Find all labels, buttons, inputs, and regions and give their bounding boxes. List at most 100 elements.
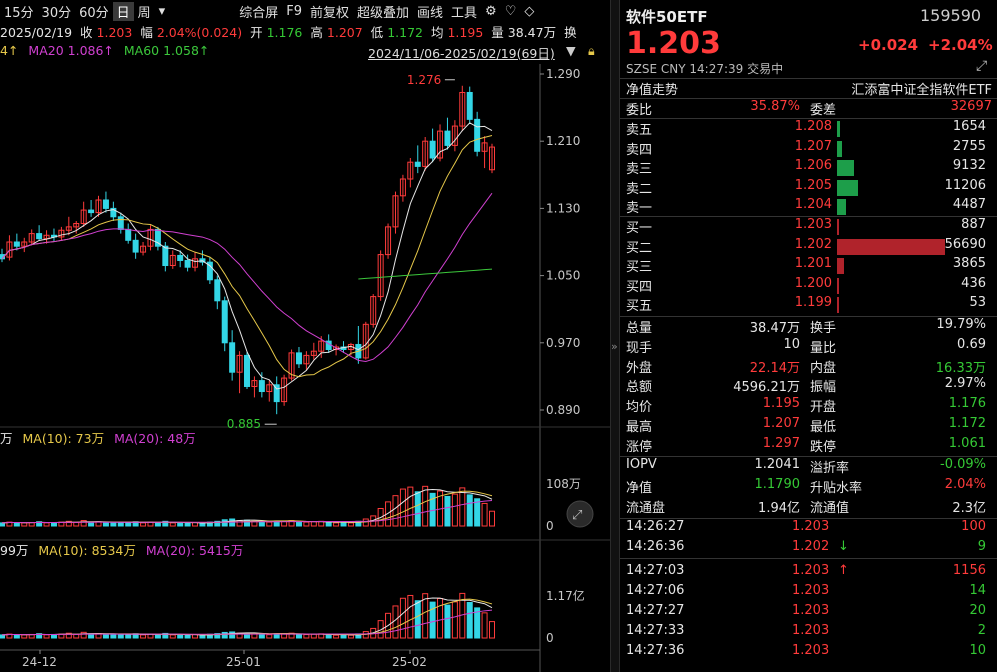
low-value: 1.172 — [387, 25, 423, 40]
close-label: 收 — [80, 25, 93, 40]
btn-forward-adjust[interactable]: 前复权 — [309, 5, 349, 21]
tab-15min[interactable]: 15分 — [4, 5, 34, 21]
amount-bar — [214, 633, 221, 639]
nav-trend-link[interactable]: 净值走势 — [626, 83, 679, 98]
ma60-line — [358, 268, 493, 280]
volume-bar — [102, 522, 109, 527]
bid-depth-bar — [837, 258, 845, 274]
stat-value: 2.97% — [944, 376, 986, 392]
candle-body — [184, 259, 191, 268]
amount-bar — [110, 634, 117, 639]
range-dropdown-icon[interactable]: ▼ — [566, 43, 576, 58]
amount-bar — [125, 633, 132, 639]
volume-bar — [0, 522, 5, 527]
btn-f9[interactable]: F9 — [286, 3, 302, 19]
panel-splitter[interactable]: » — [610, 0, 620, 672]
more-icon[interactable]: ◇ — [524, 3, 535, 19]
volume-bar — [169, 522, 176, 527]
high-label: 高 — [310, 25, 323, 40]
volume-bar — [466, 494, 473, 527]
volume-bar — [414, 491, 421, 527]
tick-price: 1.203 — [792, 623, 830, 638]
amount-legend: 99万 MA(10): 8534万 MA(20): 5415万 — [0, 540, 610, 558]
bid-row: 买五 1.199 53 — [620, 295, 992, 315]
period-dropdown-icon[interactable]: ▾ — [158, 3, 166, 19]
tick-volume: 14 — [969, 583, 986, 598]
tick-volume: 2 — [977, 623, 986, 638]
stat-value: 22.14万 — [749, 360, 800, 376]
volume-bar — [489, 510, 495, 527]
ask-depth-bar — [837, 160, 855, 176]
tick-row: 14:27:36 1.203 10 — [620, 643, 992, 663]
amount-bar — [444, 604, 451, 639]
tick-volume: 1156 — [952, 563, 986, 578]
bid-price: 1.200 — [794, 275, 832, 291]
trade-status: 交易中 — [747, 62, 784, 76]
vol-ma10: MA(10): 73万 — [22, 431, 105, 446]
iopv-value: 2.04% — [944, 477, 986, 492]
tab-week[interactable]: 周 — [137, 5, 151, 21]
amount-bar — [481, 612, 488, 639]
ask-label: 卖三 — [626, 162, 653, 177]
candle-body — [459, 91, 466, 127]
weibi-value: 35.87% — [750, 99, 800, 114]
iopv-row: 流通盘 1.94亿 流通值 2.3亿 — [620, 497, 992, 517]
amount-bar — [399, 597, 406, 639]
tick-price: 1.202 — [792, 539, 830, 554]
candle-body — [154, 228, 161, 247]
volume-bar — [340, 522, 347, 527]
btn-draw[interactable]: 画线 — [417, 5, 444, 21]
favorite-icon[interactable]: ♡ — [504, 3, 517, 19]
iopv-value: 1.94亿 — [758, 501, 800, 516]
tab-day[interactable]: 日 — [112, 1, 134, 21]
ma5-line — [1, 122, 493, 390]
amount-bar — [295, 634, 302, 639]
ask-price: 1.205 — [794, 177, 832, 193]
volume-bar — [459, 487, 466, 527]
vol-value: 38.47万 — [507, 25, 557, 40]
bid-depth-bar — [837, 238, 945, 255]
stat-row: 总量 38.47万 换手 19.79% — [620, 317, 992, 337]
volume-bar — [184, 522, 191, 527]
tab-60min[interactable]: 60分 — [79, 5, 109, 21]
tab-30min[interactable]: 30分 — [41, 5, 72, 21]
price-tick-label: 0.970 — [546, 336, 580, 350]
amount-bar — [303, 634, 310, 639]
settings-icon[interactable]: ⚙ — [485, 3, 497, 19]
volume-bar — [43, 522, 50, 527]
candle-body — [73, 223, 80, 228]
chart-toolbar: 15分 30分 60分日周 ▾ 综合屏 F9 前复权 超级叠加 画线 工具 ⚙ ♡ ◇ — [0, 0, 610, 22]
bid-volume: 887 — [961, 217, 986, 232]
candle-body — [88, 209, 95, 214]
tick-arrow: ↑ — [838, 563, 849, 578]
btn-composite[interactable]: 综合屏 — [239, 5, 279, 21]
expand-chart-button[interactable] — [566, 500, 594, 528]
expand-icon[interactable]: ⤢ — [976, 58, 988, 74]
kline-chart[interactable]: 1.290 1.210 1.130 1.050 0.970 0.890 108万 0 1.17亿… — [0, 64, 610, 672]
volume-bar — [154, 522, 161, 527]
price-tick-label: 1.290 — [546, 67, 580, 81]
ask-volume: 4487 — [952, 197, 986, 212]
ask-row: 卖三 1.206 9132 — [620, 158, 992, 178]
stat-value: 4596.21万 — [733, 380, 800, 396]
btn-overlay[interactable]: 超级叠加 — [356, 5, 409, 21]
iopv-row: IOPV 1.2041 溢折率 -0.09% — [620, 457, 992, 477]
lock-icon[interactable]: 🔒︎ — [588, 43, 595, 58]
bid-row: 买三 1.201 3865 — [620, 256, 992, 276]
tick-time: 14:27:03 — [626, 563, 685, 578]
amount-bar — [407, 594, 414, 639]
candle-body — [102, 199, 109, 209]
tick-price: 1.203 — [792, 519, 830, 534]
collapse-icon[interactable]: » — [611, 340, 618, 353]
iopv-row: 净值 1.1790 升贴水率 2.04% — [620, 477, 992, 497]
bid-price: 1.202 — [794, 236, 832, 252]
btn-tools[interactable]: 工具 — [451, 5, 478, 21]
candle-body — [206, 261, 213, 281]
low-annotation: 0.885 — [227, 417, 261, 431]
amount-bar — [340, 634, 347, 639]
date-range[interactable]: 2024/11/06-2025/02/19(69日) — [368, 46, 555, 61]
tick-volume: 20 — [969, 603, 986, 618]
last-price: 1.203 — [626, 26, 721, 61]
ask-row: 卖一 1.204 4487 — [620, 197, 992, 217]
volume-bar — [177, 522, 184, 527]
